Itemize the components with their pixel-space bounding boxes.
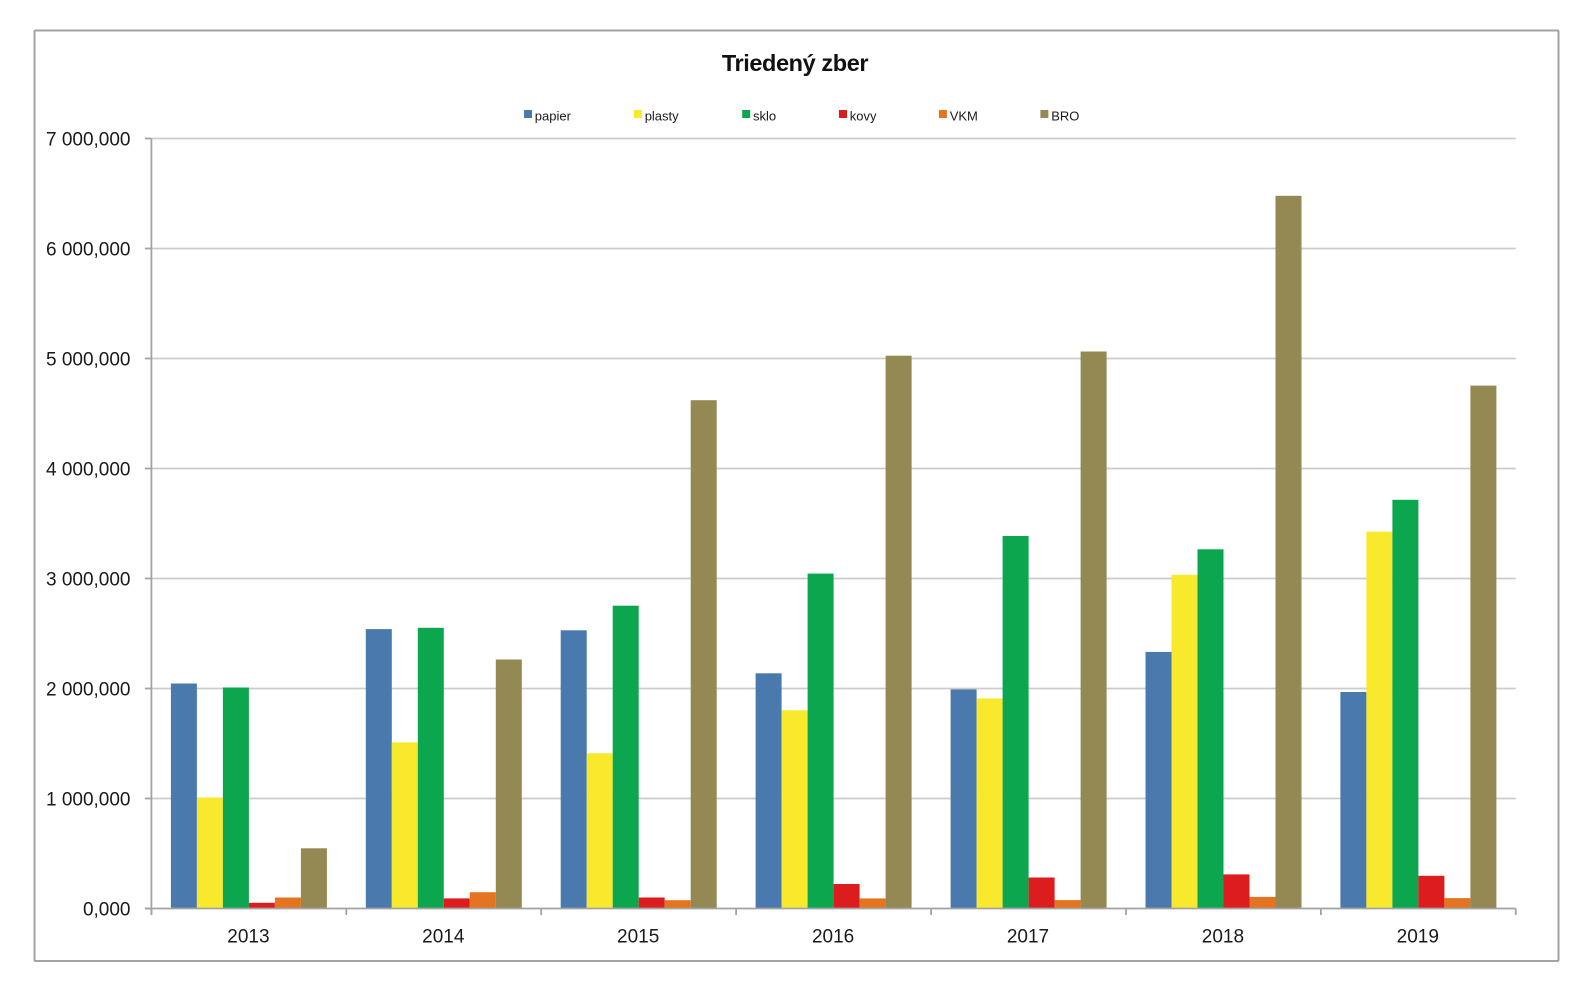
svg-text:5 000,000: 5 000,000 — [46, 349, 131, 370]
svg-text:2018: 2018 — [1202, 927, 1244, 948]
svg-text:2 000,000: 2 000,000 — [46, 679, 131, 700]
svg-text:1 000,000: 1 000,000 — [46, 789, 131, 810]
svg-text:3 000,000: 3 000,000 — [46, 569, 131, 590]
svg-text:4 000,000: 4 000,000 — [46, 459, 131, 480]
svg-text:2017: 2017 — [1007, 927, 1049, 948]
svg-text:VKM: VKM — [950, 108, 978, 123]
svg-text:2014: 2014 — [422, 927, 465, 948]
svg-text:sklo: sklo — [753, 108, 776, 123]
svg-text:0,000: 0,000 — [83, 899, 131, 920]
svg-text:6 000,000: 6 000,000 — [46, 239, 131, 260]
svg-text:papier: papier — [535, 108, 572, 123]
svg-text:2016: 2016 — [812, 927, 854, 948]
svg-text:7 000,000: 7 000,000 — [46, 129, 131, 150]
svg-text:2019: 2019 — [1397, 927, 1439, 948]
svg-text:2013: 2013 — [227, 927, 269, 948]
svg-text:2015: 2015 — [617, 927, 659, 948]
svg-text:kovy: kovy — [850, 108, 877, 123]
svg-text:BRO: BRO — [1051, 108, 1079, 123]
svg-text:Triedený zber: Triedený zber — [722, 50, 869, 76]
svg-text:plasty: plasty — [645, 108, 679, 123]
